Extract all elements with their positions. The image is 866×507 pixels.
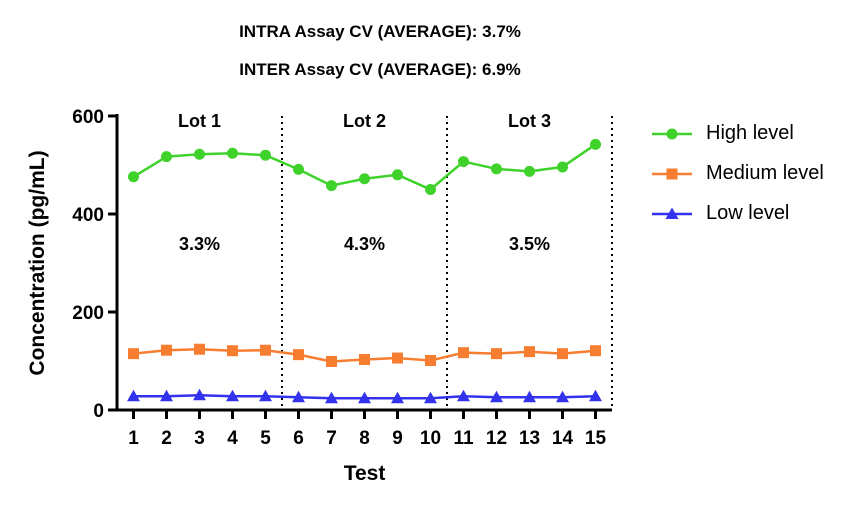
legend-item-low-level: Low level bbox=[650, 200, 860, 240]
data-point-high-level bbox=[293, 163, 304, 175]
legend-label: High level bbox=[706, 122, 794, 144]
y-tick-label: 0 bbox=[93, 401, 104, 422]
lot-cv-label: 3.5% bbox=[509, 234, 550, 254]
chart-legend: High level Medium level Low level bbox=[650, 120, 860, 240]
x-tick-label: 13 bbox=[519, 428, 540, 449]
y-axis-title: Concentration (pg/mL) bbox=[26, 150, 49, 375]
y-tick-label: 400 bbox=[72, 205, 104, 226]
legend-swatch-marker bbox=[666, 168, 678, 180]
x-tick-label: 3 bbox=[194, 428, 205, 449]
data-point-medium-level bbox=[524, 346, 535, 358]
y-tick-label: 600 bbox=[72, 107, 104, 128]
data-point-low-level bbox=[391, 391, 404, 404]
data-point-medium-level bbox=[260, 344, 271, 356]
legend-swatch-high-level bbox=[652, 128, 692, 140]
data-point-low-level bbox=[193, 388, 206, 401]
x-tick-label: 10 bbox=[420, 428, 441, 449]
legend-swatch-medium-level bbox=[652, 168, 692, 180]
data-point-high-level bbox=[128, 171, 139, 183]
data-point-low-level bbox=[259, 389, 272, 402]
x-tick-label: 7 bbox=[326, 428, 337, 449]
data-point-medium-level bbox=[194, 343, 205, 355]
data-point-high-level bbox=[227, 147, 238, 159]
data-point-low-level bbox=[127, 389, 140, 402]
data-point-medium-level bbox=[557, 348, 568, 360]
data-point-medium-level bbox=[458, 347, 469, 359]
data-point-high-level bbox=[524, 165, 535, 177]
data-point-high-level bbox=[161, 151, 172, 163]
data-point-medium-level bbox=[392, 352, 403, 364]
data-point-medium-level bbox=[161, 344, 172, 356]
x-tick-label: 9 bbox=[392, 428, 403, 449]
data-point-high-level bbox=[590, 138, 601, 150]
legend-label: Low level bbox=[706, 202, 790, 224]
x-tick-label: 14 bbox=[552, 428, 574, 449]
data-point-low-level bbox=[292, 390, 305, 403]
legend-label: Medium level bbox=[706, 162, 824, 184]
x-tick-label: 4 bbox=[227, 428, 238, 449]
data-point-low-level bbox=[325, 391, 338, 404]
data-point-high-level bbox=[392, 169, 403, 181]
data-point-high-level bbox=[326, 180, 337, 192]
data-point-high-level bbox=[425, 184, 436, 195]
data-point-medium-level bbox=[590, 345, 601, 357]
data-point-medium-level bbox=[491, 348, 502, 360]
legend-swatch-marker bbox=[665, 207, 679, 219]
lot-cv-label: 4.3% bbox=[344, 234, 385, 254]
legend-item-medium-level: Medium level bbox=[650, 160, 860, 200]
x-tick-label: 1 bbox=[128, 428, 139, 449]
x-tick-label: 2 bbox=[161, 428, 172, 449]
data-point-high-level bbox=[458, 156, 469, 168]
y-tick-label: 200 bbox=[72, 303, 104, 324]
data-point-low-level bbox=[424, 391, 437, 404]
lot-label: Lot 2 bbox=[343, 111, 386, 131]
x-tick-label: 5 bbox=[260, 428, 271, 449]
data-point-high-level bbox=[557, 161, 568, 173]
data-point-low-level bbox=[490, 390, 503, 403]
data-point-medium-level bbox=[293, 349, 304, 361]
legend-item-high-level: High level bbox=[650, 120, 860, 160]
data-point-low-level bbox=[226, 389, 239, 402]
data-point-low-level bbox=[160, 389, 173, 402]
x-tick-label: 15 bbox=[585, 428, 607, 449]
data-point-medium-level bbox=[128, 348, 139, 360]
data-point-low-level bbox=[358, 391, 371, 404]
lot-label: Lot 3 bbox=[508, 111, 551, 131]
data-point-low-level bbox=[457, 389, 470, 402]
data-point-high-level bbox=[260, 149, 271, 161]
data-point-medium-level bbox=[425, 355, 436, 367]
data-point-high-level bbox=[194, 148, 205, 160]
inter-assay-cv-text: INTER Assay CV (AVERAGE): 6.9% bbox=[239, 60, 521, 79]
lot-label: Lot 1 bbox=[178, 111, 221, 131]
data-point-high-level bbox=[491, 163, 502, 175]
data-point-low-level bbox=[589, 389, 602, 402]
legend-swatch-low-level bbox=[652, 207, 692, 219]
data-point-high-level bbox=[359, 173, 370, 185]
legend-swatch-marker bbox=[666, 128, 678, 140]
data-point-low-level bbox=[556, 390, 569, 403]
x-axis-title: Test bbox=[344, 462, 386, 485]
x-tick-label: 12 bbox=[486, 428, 507, 449]
data-point-low-level bbox=[523, 390, 536, 403]
data-point-medium-level bbox=[326, 355, 337, 367]
x-tick-label: 6 bbox=[293, 428, 304, 449]
intra-assay-cv-text: INTRA Assay CV (AVERAGE): 3.7% bbox=[239, 22, 521, 41]
data-point-medium-level bbox=[359, 354, 370, 366]
lot-cv-label: 3.3% bbox=[179, 234, 220, 254]
data-point-medium-level bbox=[227, 345, 238, 357]
x-tick-label: 8 bbox=[359, 428, 370, 449]
x-tick-label: 11 bbox=[453, 428, 474, 449]
